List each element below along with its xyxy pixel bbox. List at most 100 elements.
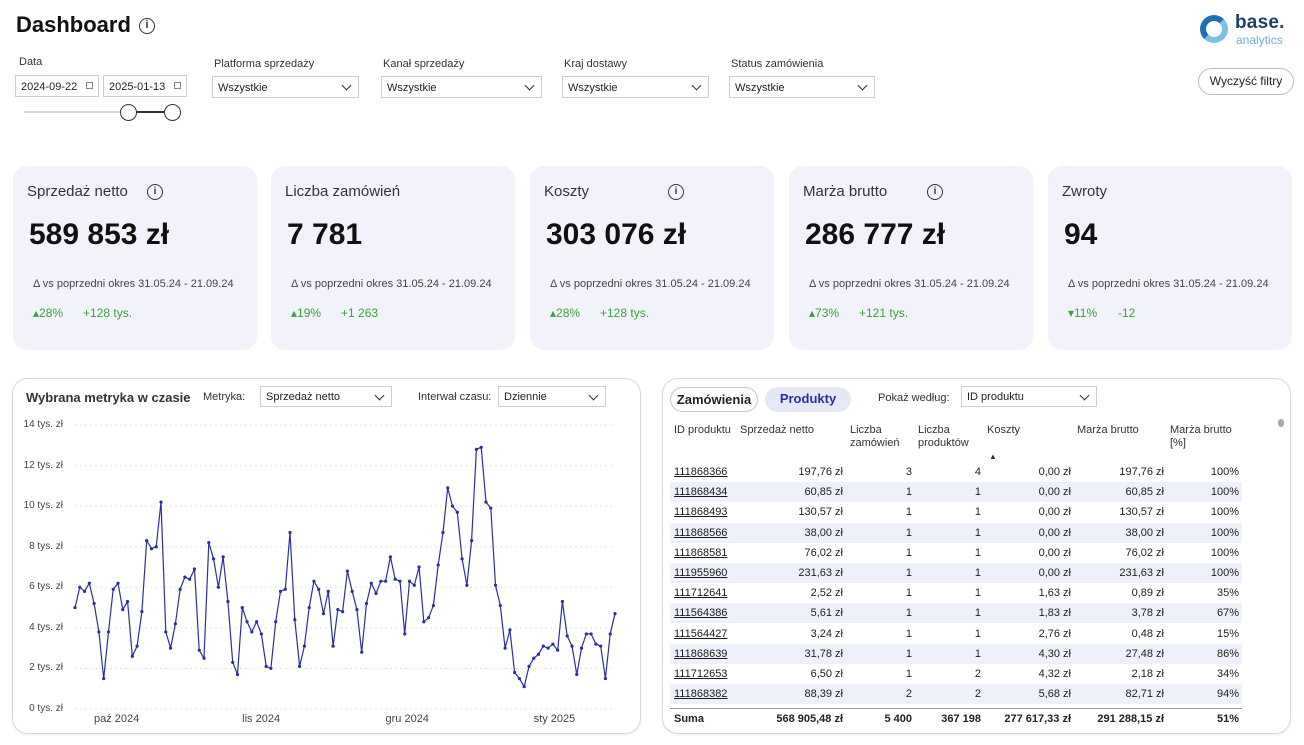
date-slider-end-handle[interactable] xyxy=(164,104,181,121)
data-point[interactable] xyxy=(465,583,469,587)
data-point[interactable] xyxy=(211,557,216,561)
data-point[interactable] xyxy=(106,630,111,634)
data-point[interactable] xyxy=(489,506,493,510)
data-point[interactable] xyxy=(599,644,603,648)
tab-products[interactable]: Produkty xyxy=(765,387,851,412)
calendar-icon[interactable] xyxy=(174,82,181,89)
data-point[interactable] xyxy=(527,664,531,668)
data-point[interactable] xyxy=(135,644,139,648)
data-point[interactable] xyxy=(546,646,550,650)
data-point[interactable] xyxy=(240,605,244,610)
data-point[interactable] xyxy=(188,577,192,581)
table-row[interactable]: 111955960 231,63 zł 1 1 0,00 zł 231,63 zł 100% xyxy=(670,563,1242,583)
data-point[interactable] xyxy=(116,581,120,585)
country-select[interactable]: Wszystkie xyxy=(562,76,709,98)
data-point[interactable] xyxy=(503,646,507,650)
data-point[interactable] xyxy=(384,579,388,583)
data-point[interactable] xyxy=(579,646,584,650)
show-by-select[interactable]: ID produktu xyxy=(961,386,1097,407)
status-select[interactable]: Wszystkie xyxy=(729,76,875,98)
table-row[interactable]: 111868366 197,76 zł 3 4 0,00 zł 197,76 zł 100% xyxy=(670,462,1242,482)
data-point[interactable] xyxy=(149,547,154,551)
data-point[interactable] xyxy=(140,610,144,614)
data-point[interactable] xyxy=(589,632,593,636)
data-point[interactable] xyxy=(97,630,101,634)
table-row[interactable]: 111868382 88,39 zł 2 2 5,68 zł 82,71 zł 94% xyxy=(670,684,1242,705)
calendar-icon[interactable] xyxy=(86,82,93,89)
date-slider-track[interactable] xyxy=(24,111,172,113)
data-point[interactable] xyxy=(474,447,479,451)
data-point[interactable] xyxy=(250,630,254,634)
data-point[interactable] xyxy=(345,569,349,573)
data-point[interactable] xyxy=(326,589,330,593)
data-point[interactable] xyxy=(226,599,230,604)
table-row[interactable]: 111712641 2,52 zł 1 1 1,63 zł 0,89 zł 35% xyxy=(670,583,1242,603)
data-point[interactable] xyxy=(536,652,541,656)
data-point[interactable] xyxy=(532,656,536,660)
data-point[interactable] xyxy=(551,642,555,646)
table-row[interactable]: 111868566 38,00 zł 1 1 0,00 zł 38,00 zł 100% xyxy=(670,522,1242,543)
data-point[interactable] xyxy=(202,656,206,660)
date-from-input[interactable]: 2024-09-22 xyxy=(15,75,99,97)
data-point[interactable] xyxy=(111,587,115,591)
data-point[interactable] xyxy=(422,620,426,624)
table-row[interactable]: 111868434 60,85 zł 1 1 0,00 zł 60,85 zł 100% xyxy=(670,482,1242,503)
product-id-link[interactable]: 111868382 xyxy=(674,688,728,701)
data-point[interactable] xyxy=(441,530,445,535)
product-id-link[interactable]: 111712653 xyxy=(674,668,728,680)
data-point[interactable] xyxy=(216,585,220,589)
data-point[interactable] xyxy=(565,634,569,638)
product-id-link[interactable]: 111564386 xyxy=(674,607,728,620)
product-id-link[interactable]: 111955960 xyxy=(674,567,728,579)
data-point[interactable] xyxy=(498,603,502,608)
data-point[interactable] xyxy=(221,555,225,559)
data-point[interactable] xyxy=(82,589,87,593)
data-point[interactable] xyxy=(360,650,364,654)
data-point[interactable] xyxy=(121,608,125,612)
product-id-link[interactable]: 111564427 xyxy=(674,627,728,640)
clear-filters-button[interactable]: Wyczyść filtry xyxy=(1198,68,1294,95)
column-header-costs[interactable]: Koszty xyxy=(987,424,1021,436)
data-point[interactable] xyxy=(245,620,249,624)
data-point[interactable] xyxy=(522,685,526,689)
product-id-link[interactable]: 111868581 xyxy=(674,546,728,559)
data-point[interactable] xyxy=(288,530,292,535)
data-point[interactable] xyxy=(173,622,177,626)
data-point[interactable] xyxy=(336,608,340,612)
data-point[interactable] xyxy=(556,648,560,652)
column-header-orders[interactable]: Liczba zamówień xyxy=(850,424,900,449)
data-point[interactable] xyxy=(436,563,440,567)
product-id-link[interactable]: 111868366 xyxy=(674,466,728,478)
data-point[interactable] xyxy=(87,581,91,585)
metric-select[interactable]: Sprzedaż netto xyxy=(260,386,392,407)
data-point[interactable] xyxy=(412,583,416,587)
product-id-link[interactable]: 111868434 xyxy=(674,486,728,499)
table-row[interactable]: 111564427 3,24 zł 1 1 2,76 zł 0,48 zł 15% xyxy=(670,624,1242,644)
data-point[interactable] xyxy=(73,605,77,610)
data-point[interactable] xyxy=(130,654,134,658)
data-point[interactable] xyxy=(584,632,588,636)
table-row[interactable]: 111868581 76,02 zł 1 1 0,00 zł 76,02 zł 100% xyxy=(670,543,1242,563)
data-point[interactable] xyxy=(541,644,545,648)
data-point[interactable] xyxy=(168,646,173,650)
data-point[interactable] xyxy=(594,642,598,646)
data-point[interactable] xyxy=(570,644,574,648)
data-point[interactable] xyxy=(307,605,311,610)
column-header-gross-margin-pct[interactable]: Marża brutto [%] xyxy=(1170,424,1232,449)
data-point[interactable] xyxy=(331,644,335,648)
data-point[interactable] xyxy=(513,670,517,675)
data-point[interactable] xyxy=(603,676,608,681)
data-point[interactable] xyxy=(355,608,359,612)
data-point[interactable] xyxy=(455,510,459,514)
data-point[interactable] xyxy=(350,589,354,593)
data-point[interactable] xyxy=(470,539,474,543)
info-icon[interactable]: i xyxy=(668,184,684,200)
data-point[interactable] xyxy=(92,601,96,606)
product-id-link[interactable]: 111868566 xyxy=(674,526,728,539)
data-point[interactable] xyxy=(393,577,397,581)
info-icon[interactable]: i xyxy=(147,184,163,200)
data-point[interactable] xyxy=(374,591,378,595)
data-point[interactable] xyxy=(431,603,436,608)
data-point[interactable] xyxy=(460,557,464,561)
data-point[interactable] xyxy=(403,632,407,636)
